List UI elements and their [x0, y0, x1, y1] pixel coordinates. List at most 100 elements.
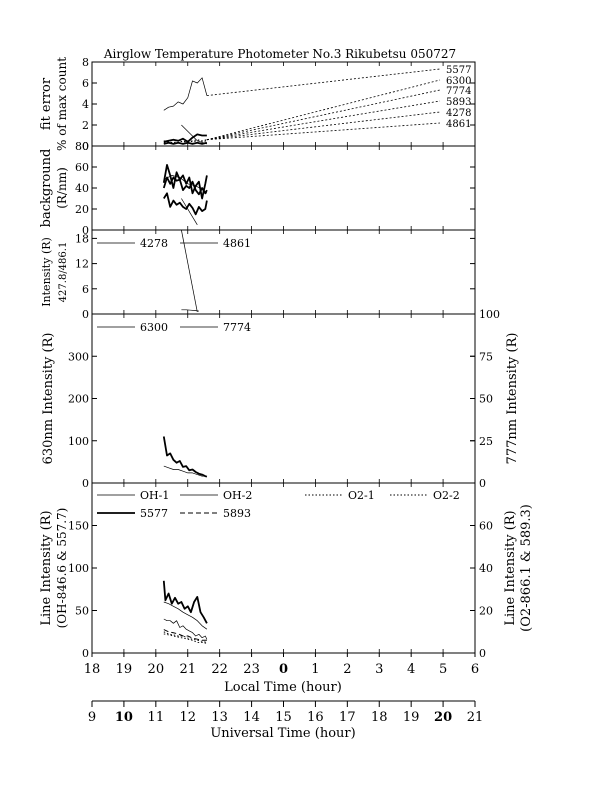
y-tick-label: 0	[82, 224, 89, 237]
x-tick-label: 22	[211, 662, 228, 677]
legend-leader	[206, 111, 441, 141]
y-tick-label-right: 20	[479, 605, 493, 618]
y-axis-label-2: 427.8/486.1	[58, 242, 69, 303]
panel-background: 0 20 40 60 80 background (R/nm)	[39, 140, 476, 237]
legend-leader	[206, 100, 441, 141]
legend-label: 4861	[223, 237, 251, 250]
y-axis-label: background	[39, 149, 54, 228]
x-tick-label: 0	[279, 662, 288, 677]
chart-title: Airglow Temperature Photometer No.3 Riku…	[103, 47, 456, 61]
legend-label: 5577	[446, 65, 471, 76]
y-tick-label: 8	[82, 56, 89, 69]
series-intensity-4278	[181, 309, 199, 312]
y-tick-label-right: 25	[479, 435, 493, 448]
ut-tick-label: 9	[88, 710, 96, 725]
y-axis-label: Intensity (R)	[40, 237, 53, 307]
y-tick-label-right: 0	[479, 647, 486, 660]
y-tick-label: 40	[75, 182, 89, 195]
series-background-c	[163, 192, 208, 216]
x-tick-label: 2	[343, 662, 351, 677]
y-tick-label: 150	[68, 520, 89, 533]
legend-label: 4278	[140, 237, 168, 250]
series-line-O2-1	[163, 631, 208, 643]
series-background-b	[162, 176, 208, 196]
series-background-e	[181, 198, 198, 225]
legend-label: 7774	[223, 321, 251, 334]
x-tick-label: 6	[471, 662, 479, 677]
ut-tick-label: 15	[275, 710, 292, 725]
ut-tick-label: 14	[243, 710, 260, 725]
panel-fit: 0 2 4 6 8 fit error% of max count 557763007774…	[39, 56, 476, 153]
y-tick-label-right: 0	[479, 477, 486, 490]
y-tick-label: 2	[82, 119, 89, 132]
y-tick-label-right: 50	[479, 393, 493, 406]
x-tick-label: 3	[375, 662, 383, 677]
series-background-a	[162, 163, 208, 200]
series-630-6300	[162, 436, 208, 478]
y-tick-label: 100	[68, 435, 89, 448]
y-tick-label: 80	[75, 140, 89, 153]
y-tick-label-right: 40	[479, 562, 493, 575]
legend-leader	[206, 68, 441, 96]
ut-tick-label: 17	[339, 710, 356, 725]
y-axis-label-right: 777nm Intensity (R)	[505, 333, 520, 465]
ut-tick-label: 20	[434, 710, 452, 725]
y-tick-label: 100	[68, 562, 89, 575]
y-tick-label: 6	[82, 77, 89, 90]
y-tick-label: 60	[75, 161, 89, 174]
legend-label: O2-1	[348, 489, 375, 502]
ut-tick-label: 21	[467, 710, 484, 725]
y-tick-label: 50	[75, 605, 89, 618]
panel-intensity: 0 6 12 18 Intensity (R) 427.8/486.1 4278 4861	[40, 229, 476, 321]
ut-tick-label: 13	[211, 710, 228, 725]
ut-tick-label: 18	[371, 710, 388, 725]
y-tick-label: 18	[75, 232, 89, 245]
panel-frame	[91, 145, 476, 231]
panel-630: 0 100 200 300 0 25 50 75 100 630nm Intensity (R) 7…	[41, 308, 520, 490]
series-fit-4278	[163, 141, 208, 145]
x-axis-label: Local Time (hour)	[224, 680, 342, 695]
legend-label: 6300	[446, 76, 471, 87]
series-fit-4861	[181, 124, 208, 145]
panel-line: 0 50 100 150 0 20 40 60 Line Intensity (R) (OH-84…	[39, 482, 534, 660]
y-axis-label-2: % of max count	[55, 57, 69, 151]
y-axis-label: 630nm Intensity (R)	[41, 333, 56, 465]
legend-label: 7774	[446, 86, 471, 97]
y-axis-label-right-2: (O2-866.1 & 589.3)	[519, 504, 534, 632]
legend-label: OH-2	[223, 489, 252, 502]
y-tick-label-right: 60	[479, 520, 493, 533]
y-tick-label: 200	[68, 393, 89, 406]
y-tick-label: 0	[82, 140, 89, 153]
y-tick-label: 0	[82, 647, 89, 660]
series-fit-7774	[163, 139, 208, 144]
ut-tick-label: 12	[179, 710, 196, 725]
ut-tick-label: 19	[403, 710, 420, 725]
ut-tick-label: 16	[307, 710, 324, 725]
legend-leader	[206, 89, 441, 141]
legend-leader	[206, 79, 441, 141]
ut-tick-label: 10	[115, 710, 133, 725]
series-fit-6300	[163, 133, 207, 143]
series-fit-5577	[163, 77, 208, 111]
series-line-OH-1	[163, 618, 208, 640]
y-axis-label-2: (OH-846.6 & 557.7)	[55, 508, 69, 629]
x-tick-label: 18	[84, 662, 101, 677]
legend-label: 5577	[140, 507, 168, 520]
x-tick-label: 21	[179, 662, 196, 677]
y-tick-label: 300	[68, 350, 89, 363]
y-tick-label: 12	[75, 258, 89, 271]
legend-label: 5893	[446, 97, 471, 108]
y-axis-label: Line Intensity (R)	[39, 510, 54, 625]
legend-label: 4278	[446, 108, 471, 119]
y-axis-label-2: (R/nm)	[55, 167, 69, 209]
y-tick-label: 4	[82, 98, 89, 111]
y-tick-label: 0	[82, 477, 89, 490]
y-tick-label: 20	[75, 203, 89, 216]
series-background-d	[163, 175, 208, 194]
x-axis-local: 18 19 20 21 22 23 0 1 2 3 4 5 6	[84, 653, 479, 677]
legend-label: 4861	[446, 119, 471, 130]
legend-label: O2-2	[433, 489, 460, 502]
y-tick-label: 0	[82, 308, 89, 321]
